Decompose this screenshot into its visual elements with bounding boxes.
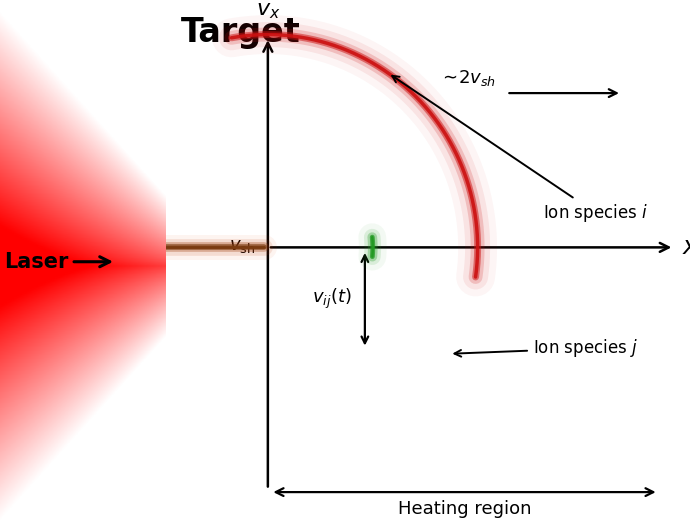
Text: $v_{\mathrm{sh}}$: $v_{\mathrm{sh}}$ [228, 237, 255, 255]
Text: $\sim\!2v_{sh}$: $\sim\!2v_{sh}$ [439, 68, 496, 88]
Text: $x$: $x$ [682, 235, 690, 260]
Text: Target: Target [181, 16, 301, 49]
Text: Heating region: Heating region [397, 500, 531, 518]
Text: Laser: Laser [4, 252, 68, 272]
Text: $v_x$: $v_x$ [255, 1, 280, 21]
Text: Ion species $i$: Ion species $i$ [393, 76, 648, 224]
Text: Ion species $j$: Ion species $j$ [455, 337, 638, 360]
Text: $v_{ij}(t)$: $v_{ij}(t)$ [312, 287, 352, 311]
